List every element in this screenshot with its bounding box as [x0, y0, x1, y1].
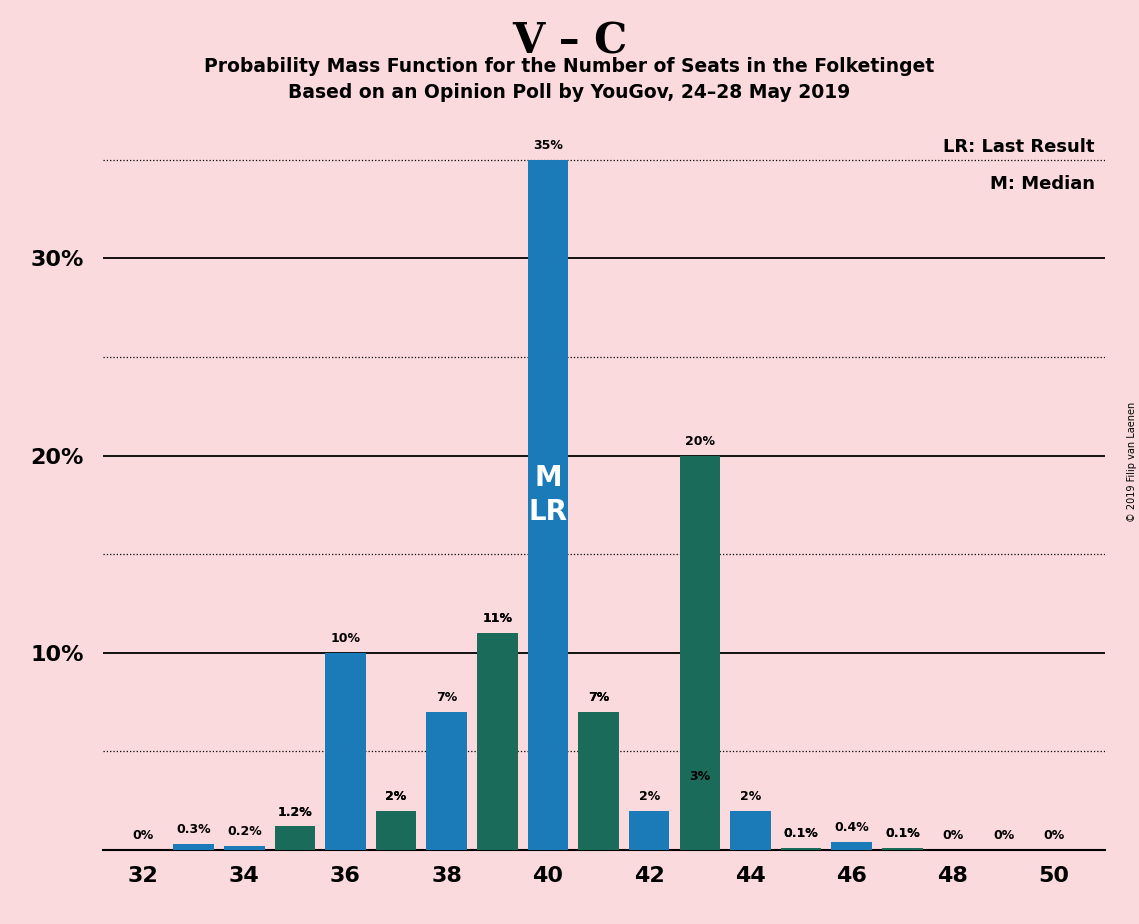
Text: M
LR: M LR — [528, 464, 567, 527]
Bar — [680, 456, 720, 850]
Bar — [477, 633, 517, 850]
Text: 2%: 2% — [385, 790, 407, 803]
Bar — [527, 160, 568, 850]
Bar — [426, 712, 467, 850]
Bar — [781, 848, 821, 850]
Text: 3%: 3% — [689, 770, 711, 783]
Bar — [680, 791, 720, 850]
Text: Based on an Opinion Poll by YouGov, 24–28 May 2019: Based on an Opinion Poll by YouGov, 24–2… — [288, 83, 851, 103]
Text: 7%: 7% — [436, 691, 458, 704]
Bar — [326, 652, 366, 850]
Text: 1.2%: 1.2% — [278, 806, 312, 819]
Bar — [882, 848, 923, 850]
Text: 35%: 35% — [533, 139, 563, 152]
Text: 0.1%: 0.1% — [784, 827, 819, 840]
Text: 7%: 7% — [588, 691, 609, 704]
Text: 0%: 0% — [942, 829, 964, 842]
Bar — [882, 848, 923, 850]
Bar — [274, 826, 316, 850]
Text: 2%: 2% — [639, 790, 659, 803]
Bar — [730, 810, 771, 850]
Text: 0.1%: 0.1% — [885, 827, 919, 840]
Text: 0%: 0% — [1043, 829, 1065, 842]
Text: 0.1%: 0.1% — [885, 827, 919, 840]
Text: 0%: 0% — [132, 829, 154, 842]
Bar — [831, 842, 872, 850]
Text: 20%: 20% — [685, 434, 715, 447]
Bar — [376, 810, 417, 850]
Text: 1.2%: 1.2% — [278, 806, 312, 819]
Text: 2%: 2% — [385, 790, 407, 803]
Text: V – C: V – C — [511, 20, 628, 62]
Bar — [274, 826, 316, 850]
Bar — [477, 633, 517, 850]
Text: 2%: 2% — [740, 790, 761, 803]
Bar — [173, 845, 214, 850]
Text: LR: Last Result: LR: Last Result — [943, 139, 1095, 156]
Bar — [579, 712, 618, 850]
Bar — [781, 848, 821, 850]
Bar — [629, 810, 670, 850]
Text: 11%: 11% — [482, 613, 513, 626]
Text: 10%: 10% — [330, 632, 361, 645]
Text: 0.4%: 0.4% — [835, 821, 869, 834]
Text: 11%: 11% — [482, 613, 513, 626]
Text: 0.2%: 0.2% — [227, 825, 262, 838]
Text: 7%: 7% — [588, 691, 609, 704]
Bar — [224, 846, 264, 850]
Text: 0.1%: 0.1% — [784, 827, 819, 840]
Text: 0%: 0% — [993, 829, 1014, 842]
Text: Probability Mass Function for the Number of Seats in the Folketinget: Probability Mass Function for the Number… — [204, 57, 935, 77]
Bar — [579, 712, 618, 850]
Bar — [376, 810, 417, 850]
Text: 0.3%: 0.3% — [177, 823, 211, 836]
Text: M: Median: M: Median — [990, 175, 1095, 193]
Text: © 2019 Filip van Laenen: © 2019 Filip van Laenen — [1126, 402, 1137, 522]
